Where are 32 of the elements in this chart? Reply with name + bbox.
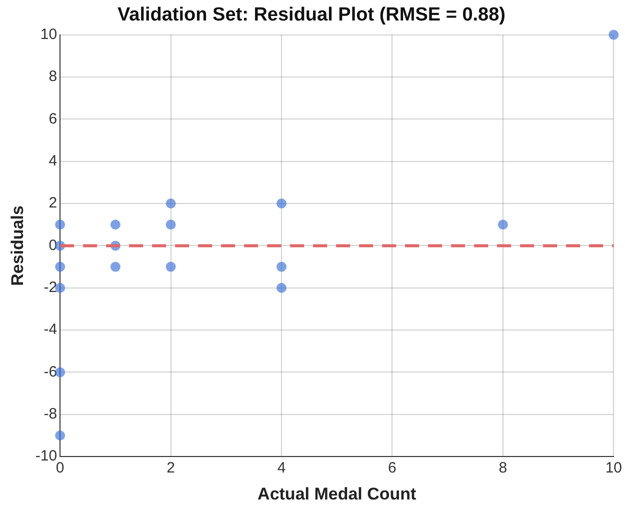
- point: [498, 220, 508, 230]
- chart-title: Validation Set: Residual Plot (RMSE = 0.88): [117, 4, 506, 26]
- point: [55, 220, 66, 230]
- y-tick-label: -8: [44, 406, 58, 423]
- y-tick-label: 0: [48, 236, 58, 254]
- x-axis-title: Actual Medal Count: [258, 484, 417, 504]
- y-tick-label: 6: [48, 110, 58, 128]
- y-tick-label: -4: [44, 321, 58, 338]
- point: [55, 262, 66, 272]
- y-tick-label: 8: [48, 68, 58, 86]
- point: [276, 198, 287, 209]
- y-tick-label: -6: [44, 363, 58, 380]
- point: [110, 262, 120, 272]
- y-axis-title: Residuals: [8, 206, 27, 286]
- point: [276, 262, 287, 272]
- y-tick-label: -10: [35, 448, 58, 465]
- x-tick-label: 10: [605, 460, 622, 477]
- point: [608, 30, 619, 40]
- x-tick-label: 6: [388, 460, 396, 477]
- y-tick-label: 10: [40, 26, 58, 43]
- point: [55, 430, 66, 441]
- point: [166, 220, 176, 230]
- point: [276, 282, 287, 293]
- x-tick-label: 4: [277, 460, 286, 477]
- y-tick-label: -2: [44, 279, 58, 296]
- point: [166, 262, 176, 272]
- x-tick-label: 2: [166, 460, 175, 477]
- y-tick-label: 2: [48, 194, 58, 212]
- point: [110, 220, 120, 230]
- x-tick-label: 8: [498, 460, 508, 477]
- y-tick-label: 4: [48, 152, 58, 170]
- point: [166, 198, 176, 209]
